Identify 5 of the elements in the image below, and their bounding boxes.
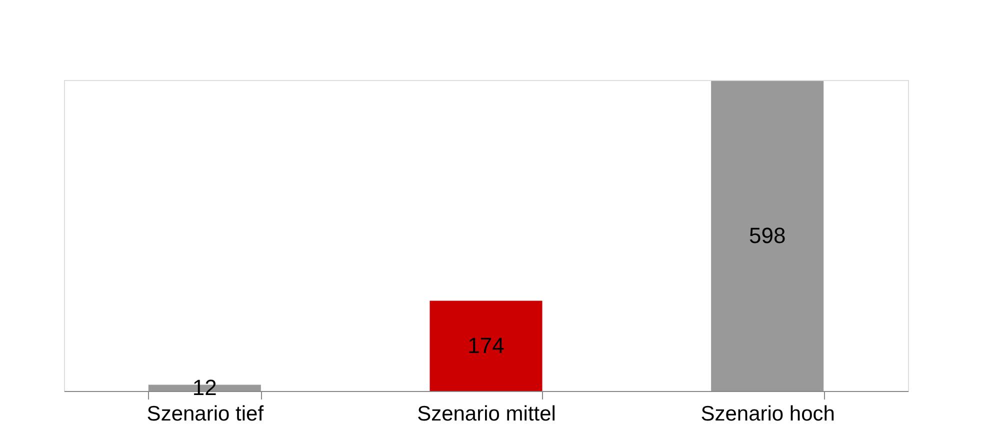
x-tick-label: Szenario tief [146,402,264,426]
x-tick-label: Szenario hoch [700,402,835,426]
data-label: 598 [748,223,786,248]
data-label: 174 [468,332,504,358]
x-tick-label: Szenario mittel [417,402,556,426]
